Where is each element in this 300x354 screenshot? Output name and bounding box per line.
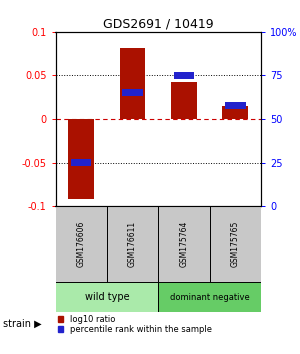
Legend: log10 ratio, percentile rank within the sample: log10 ratio, percentile rank within the … bbox=[58, 315, 212, 334]
Bar bbox=[223, 106, 248, 119]
Bar bbox=[225, 102, 246, 109]
Text: dominant negative: dominant negative bbox=[170, 293, 250, 302]
Bar bbox=[68, 119, 94, 199]
Bar bbox=[56, 206, 107, 282]
Bar bbox=[174, 72, 194, 79]
Title: GDS2691 / 10419: GDS2691 / 10419 bbox=[103, 18, 214, 31]
Bar bbox=[171, 82, 197, 119]
Text: GSM176606: GSM176606 bbox=[77, 221, 86, 268]
Text: GSM176611: GSM176611 bbox=[128, 221, 137, 267]
Bar bbox=[210, 206, 261, 282]
Bar bbox=[158, 206, 210, 282]
Bar bbox=[120, 47, 146, 119]
Bar bbox=[56, 282, 158, 312]
Text: wild type: wild type bbox=[85, 292, 129, 302]
Text: strain ▶: strain ▶ bbox=[3, 319, 42, 329]
Bar bbox=[158, 282, 261, 312]
Text: GSM175764: GSM175764 bbox=[179, 221, 188, 268]
Bar bbox=[71, 159, 92, 166]
Bar bbox=[122, 89, 143, 96]
Text: GSM175765: GSM175765 bbox=[231, 221, 240, 268]
Bar bbox=[107, 206, 158, 282]
